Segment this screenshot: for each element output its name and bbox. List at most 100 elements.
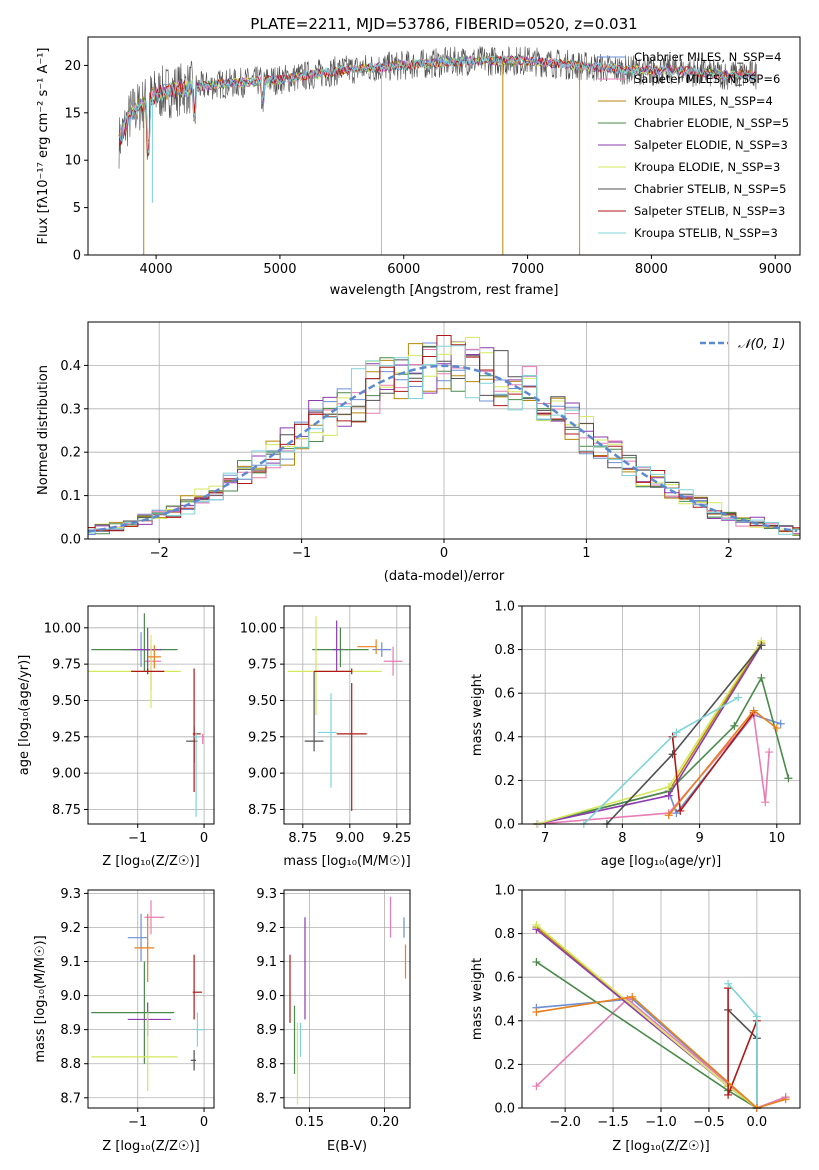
x-tick-label: −1 xyxy=(292,546,311,561)
y-tick-label: 0.6 xyxy=(494,971,515,986)
spectrum-panel: PLATE=2211, MJD=53786, FIBERID=0520, z=0… xyxy=(36,15,801,298)
residuals-legend: 𝒩(0, 1) xyxy=(700,337,785,352)
histogram-kroupa_stelib xyxy=(88,345,800,535)
x-tick-label: 9 xyxy=(695,831,703,846)
weight-marker-orange xyxy=(749,706,758,715)
age-vs-mass-plot-area: 8.75 9.00 9.25 8.75 9.00 9.25 9.50 9.75 10.00 xyxy=(240,606,411,846)
weight-marker-orange xyxy=(772,724,781,733)
weight-marker-orange xyxy=(628,992,637,1001)
legend-label-chabrier_elodie: Chabrier ELODIE, N_SSP=5 xyxy=(634,116,789,130)
weight-marker-salpeter_miles xyxy=(765,748,774,757)
weight-marker-salpeter_miles xyxy=(761,798,770,807)
age-vs-mass-xlabel: mass [log₁₀(M/M☉)] xyxy=(283,854,410,869)
x-tick-label: 8.75 xyxy=(288,831,317,846)
weight-marker-chabrier_miles xyxy=(776,719,785,728)
weight-marker-chabrier_elodie xyxy=(730,721,739,730)
weight-line-chabrier_elodie xyxy=(535,961,758,1108)
weight-vs-z-frame xyxy=(521,889,801,1109)
weight-marker-kroupa_elodie xyxy=(664,782,673,791)
y-tick-label: 0.2 xyxy=(494,1058,515,1073)
y-tick-label: 15 xyxy=(64,106,81,121)
y-tick-label: 0.4 xyxy=(494,730,515,745)
y-tick-label: 0.1 xyxy=(60,489,81,504)
residuals-xlabel: (data-model)/error xyxy=(384,569,505,584)
mass-vs-ebv-plot-area: 0.15 0.20 8.7 8.8 8.9 9.0 9.1 9.2 9.3 xyxy=(256,887,410,1130)
weight-marker-kroupa_stelib xyxy=(724,979,733,988)
y-tick-label: 0.0 xyxy=(494,1102,515,1117)
weight-line-salpeter_miles xyxy=(537,713,770,824)
legend-label-salpeter_miles: Salpeter MILES, N_SSP=6 xyxy=(634,72,780,86)
y-tick-label: 9.3 xyxy=(60,887,81,902)
weight-marker-chabrier_stelib xyxy=(668,750,677,759)
weight-marker-kroupa_stelib xyxy=(752,1012,761,1021)
x-tick-label: −0.5 xyxy=(693,1115,725,1130)
weight-marker-orange xyxy=(532,1008,541,1017)
weight-marker-salpeter_elodie xyxy=(664,791,673,800)
weight-vs-z-plot-area: −2.0 −1.5 −1.0 −0.5 0.0 0.0 0.2 0.4 0.6 0.8 1.0 xyxy=(494,884,800,1130)
spectrum-legend: Chabrier MILES, N_SSP=4 Salpeter MILES, N… xyxy=(598,50,789,240)
residuals-panel: −2 −1 0 1 2 0.0 0.1 0.2 0.3 0.4 𝒩(0, 1) (data-mod… xyxy=(36,321,801,584)
mass-vs-z-frame xyxy=(87,889,215,1109)
x-tick-label: 4000 xyxy=(140,262,173,277)
y-tick-label: 9.1 xyxy=(256,955,277,970)
mass-vs-z-plot-area: −1 0 8.7 8.8 8.9 9.0 9.1 9.2 9.3 xyxy=(60,887,214,1130)
x-tick-label: 0.20 xyxy=(370,1115,399,1130)
y-tick-label: 8.9 xyxy=(60,1023,81,1038)
y-tick-label: 9.00 xyxy=(52,767,81,782)
y-tick-label: 8.75 xyxy=(52,803,81,818)
x-tick-label: 7000 xyxy=(511,262,544,277)
y-tick-label: 0.4 xyxy=(494,1014,515,1029)
weight-marker-orange xyxy=(664,811,673,820)
weight-vs-z-panel: −2.0 −1.5 −1.0 −0.5 0.0 0.0 0.2 0.4 0.6 0.8 1.0 Z … xyxy=(470,884,801,1154)
y-tick-label: 0.0 xyxy=(60,533,81,548)
x-tick-label: 0 xyxy=(200,1115,208,1130)
weight-marker-chabrier_elodie xyxy=(757,673,766,682)
y-tick-label: 9.75 xyxy=(52,658,81,673)
weight-vs-age-ylabel: mass weight xyxy=(470,674,485,756)
y-tick-label: 9.2 xyxy=(256,921,277,936)
age-vs-mass-panel: 8.75 9.00 9.25 8.75 9.00 9.25 9.50 9.75 10.00 ma… xyxy=(240,605,411,869)
x-tick-label: 0.15 xyxy=(295,1115,324,1130)
weight-line-orange xyxy=(536,995,786,1108)
y-tick-label: 9.2 xyxy=(60,921,81,936)
spectrum-frame xyxy=(87,36,801,256)
x-tick-label: 2 xyxy=(725,546,733,561)
y-tick-label: 0.8 xyxy=(494,927,515,942)
weight-vs-age-frame xyxy=(521,605,801,825)
spectrum-line-chabrier_miles xyxy=(119,56,756,146)
weight-line-chabrier_elodie xyxy=(537,675,790,824)
weight-marker-orange xyxy=(781,1095,790,1104)
weight-marker-kroupa_stelib xyxy=(734,693,743,702)
x-tick-label: 9.25 xyxy=(382,831,411,846)
spectrum-line-kroupa_stelib xyxy=(119,55,756,155)
y-tick-label: 9.0 xyxy=(256,989,277,1004)
x-tick-label: −1.0 xyxy=(645,1115,677,1130)
y-tick-label: 0.2 xyxy=(60,446,81,461)
y-tick-label: 9.75 xyxy=(248,658,277,673)
y-tick-label: 0.0 xyxy=(494,818,515,833)
x-tick-label: −1 xyxy=(128,1115,147,1130)
x-tick-label: 8 xyxy=(618,831,626,846)
x-tick-label: 9.00 xyxy=(335,831,364,846)
x-tick-label: 0.0 xyxy=(747,1115,768,1130)
x-tick-label: 8000 xyxy=(635,262,668,277)
legend-label-kroupa_stelib: Kroupa STELIB, N_SSP=3 xyxy=(634,226,778,240)
weight-vs-z-ylabel: mass weight xyxy=(470,958,485,1040)
weight-marker-kroupa_elodie xyxy=(532,920,541,929)
weight-vs-age-plot-area: 7 8 9 10 0.0 0.2 0.4 0.6 0.8 1.0 xyxy=(494,600,800,846)
y-tick-label: 9.50 xyxy=(248,694,277,709)
age-vs-z-ylabel: age [log₁₀(age/yr)] xyxy=(17,655,32,776)
spectrum-line-chabrier_stelib xyxy=(118,46,757,169)
y-tick-label: 0.6 xyxy=(494,687,515,702)
legend-label-salpeter_elodie: Salpeter ELODIE, N_SSP=3 xyxy=(634,138,788,152)
y-tick-label: 8.7 xyxy=(256,1091,277,1106)
histogram-salpeter_stelib xyxy=(88,335,800,532)
legend-label-chabrier_miles: Chabrier MILES, N_SSP=4 xyxy=(634,50,781,64)
y-tick-label: 9.1 xyxy=(60,955,81,970)
x-tick-label: −2.0 xyxy=(549,1115,581,1130)
y-tick-label: 10.00 xyxy=(240,621,277,636)
spectrum-title: PLATE=2211, MJD=53786, FIBERID=0520, z=0… xyxy=(250,15,637,33)
x-tick-label: 5000 xyxy=(263,262,296,277)
age-vs-z-plot-area: −1 0 8.75 9.00 9.25 9.50 9.75 10.00 xyxy=(44,606,214,846)
mass-vs-ebv-panel: 0.15 0.20 8.7 8.8 8.9 9.0 9.1 9.2 9.3 E(B-V) xyxy=(256,887,411,1154)
